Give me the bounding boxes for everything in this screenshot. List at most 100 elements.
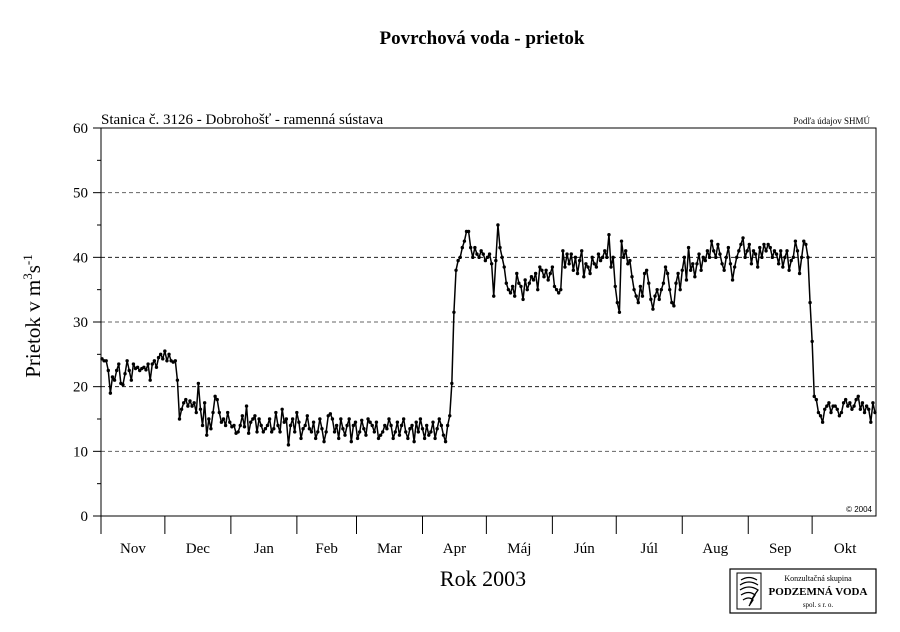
data-point bbox=[665, 271, 670, 276]
data-point bbox=[389, 423, 393, 428]
data-point bbox=[313, 436, 318, 441]
data-point bbox=[841, 401, 846, 405]
data-point bbox=[810, 339, 814, 344]
data-point bbox=[303, 423, 307, 428]
data-point bbox=[144, 368, 148, 372]
x-axis-label: Rok 2003 bbox=[440, 566, 526, 591]
data-point bbox=[280, 407, 284, 411]
x-month-label: Jan bbox=[254, 541, 274, 557]
data-point bbox=[682, 255, 687, 260]
data-point bbox=[753, 252, 758, 256]
data-point bbox=[322, 439, 326, 444]
data-point bbox=[112, 378, 117, 382]
data-point bbox=[791, 255, 795, 260]
y-tick-label: 10 bbox=[73, 444, 88, 460]
data-point bbox=[106, 368, 110, 373]
data-point bbox=[521, 297, 525, 302]
data-point bbox=[540, 268, 544, 272]
data-point bbox=[749, 262, 754, 266]
data-point bbox=[642, 271, 647, 276]
data-point bbox=[397, 433, 402, 437]
data-point bbox=[506, 287, 511, 292]
data-point bbox=[284, 417, 289, 421]
data-point bbox=[732, 265, 737, 269]
data-point bbox=[299, 436, 303, 441]
data-point bbox=[720, 262, 724, 266]
data-point bbox=[161, 357, 165, 361]
data-point bbox=[766, 242, 770, 247]
data-point bbox=[177, 417, 182, 421]
data-point bbox=[647, 281, 651, 285]
logo-fingerprint-icon bbox=[736, 572, 762, 610]
data-point bbox=[255, 430, 259, 434]
data-point bbox=[519, 284, 523, 289]
x-month-label: Jún bbox=[574, 541, 595, 557]
data-point bbox=[527, 281, 532, 285]
data-point bbox=[154, 365, 159, 369]
data-point bbox=[827, 401, 831, 405]
grid-lines bbox=[101, 192, 876, 452]
data-point bbox=[399, 423, 404, 428]
data-point bbox=[864, 404, 869, 408]
data-point bbox=[341, 427, 345, 431]
data-point bbox=[795, 249, 800, 253]
data-point bbox=[249, 420, 253, 424]
data-point bbox=[517, 281, 521, 285]
data-point bbox=[368, 420, 372, 424]
data-point bbox=[607, 233, 611, 237]
data-point bbox=[730, 278, 735, 282]
data-point bbox=[477, 255, 481, 260]
data-point bbox=[764, 249, 768, 253]
data-point bbox=[318, 417, 322, 421]
data-point bbox=[494, 258, 498, 263]
data-point bbox=[867, 407, 871, 411]
data-point bbox=[605, 255, 609, 260]
data-point bbox=[743, 255, 747, 260]
x-month-label: Sep bbox=[769, 541, 792, 557]
data-point bbox=[609, 265, 613, 269]
data-point bbox=[697, 252, 701, 256]
y-tick-label: 20 bbox=[73, 380, 88, 396]
data-point bbox=[596, 252, 601, 256]
data-point bbox=[603, 249, 607, 253]
data-point bbox=[156, 355, 161, 360]
data-point bbox=[588, 271, 592, 276]
data-point bbox=[799, 255, 804, 260]
data-point bbox=[580, 249, 584, 253]
data-point bbox=[232, 423, 236, 428]
data-point bbox=[182, 401, 186, 405]
data-point bbox=[198, 407, 203, 411]
data-point bbox=[544, 268, 548, 272]
y-tick-label: 0 bbox=[81, 509, 89, 525]
data-point bbox=[686, 245, 691, 250]
data-point bbox=[559, 287, 563, 292]
data-point bbox=[479, 249, 483, 253]
data-point bbox=[362, 427, 366, 431]
data-point bbox=[462, 239, 467, 243]
data-point bbox=[758, 245, 762, 250]
y-axis-label: Prietok v m3s-1 bbox=[20, 254, 45, 378]
data-point bbox=[538, 265, 542, 269]
data-point bbox=[110, 375, 115, 379]
data-point bbox=[211, 410, 215, 415]
data-point bbox=[135, 365, 140, 369]
data-point bbox=[804, 242, 808, 247]
data-point bbox=[871, 401, 875, 405]
data-point bbox=[661, 281, 666, 285]
data-point bbox=[525, 287, 529, 292]
data-point bbox=[760, 255, 764, 260]
data-point bbox=[850, 407, 854, 411]
data-point bbox=[613, 284, 617, 289]
data-point bbox=[818, 414, 823, 418]
data-point bbox=[349, 439, 353, 444]
data-point bbox=[316, 430, 320, 434]
data-point bbox=[634, 294, 638, 298]
data-point bbox=[554, 287, 559, 292]
data-point bbox=[663, 265, 668, 269]
data-point bbox=[416, 430, 421, 434]
data-point bbox=[412, 439, 416, 444]
data-point bbox=[571, 268, 576, 272]
data-point bbox=[202, 401, 207, 405]
data-point bbox=[722, 268, 726, 272]
x-month-label: Máj bbox=[507, 541, 531, 557]
